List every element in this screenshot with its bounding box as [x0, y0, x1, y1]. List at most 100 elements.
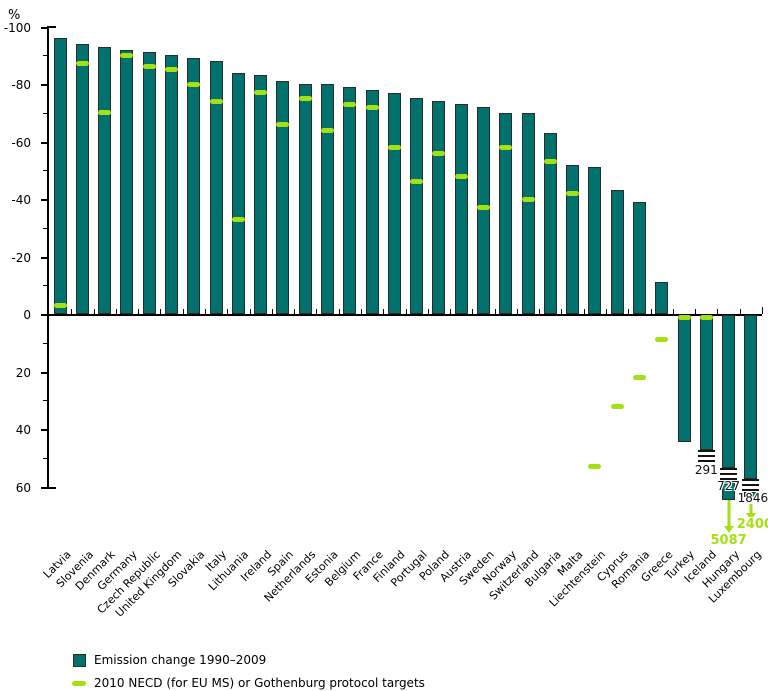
bar-value-label-iceland: 291 [694, 463, 718, 477]
target-marker-cyprus [610, 403, 624, 409]
x-tick-3 [115, 309, 117, 314]
bar-romania [632, 201, 646, 314]
target-marker-lithuania [231, 216, 245, 222]
bar-luxembourg [744, 315, 758, 479]
y-axis-line [47, 26, 49, 489]
target-label-hungary: 5087 [710, 533, 747, 548]
target-marker-czech-republic [142, 64, 156, 70]
target-marker-slovenia [75, 61, 89, 67]
bar-belgium [343, 86, 357, 314]
x-tick-8 [227, 309, 229, 314]
legend-label-emission-change: Emission change 1990–2009 [94, 653, 267, 667]
x-tick-5 [160, 309, 162, 314]
bar-bulgaria [543, 132, 557, 314]
target-marker-latvia [53, 302, 67, 308]
bar-turkey [677, 315, 691, 442]
target-arrow-hungary [727, 500, 731, 526]
target-marker-austria [454, 173, 468, 179]
y-minor-tick--10 [43, 285, 47, 287]
x-tick-25 [606, 309, 608, 314]
x-tick-28 [672, 309, 674, 314]
bar-spain [276, 81, 290, 314]
bar-finland [387, 92, 401, 314]
target-arrow-head-luxembourg [745, 513, 756, 520]
y-minor-tick-50 [43, 457, 47, 459]
y-tick--40 [41, 199, 47, 201]
plot-area: -100 -80 -60 -40 -20 0 20 40 60 Latvia Slovenia Den… [4, 21, 768, 620]
bar-value-label-hungary: 727 [717, 479, 741, 493]
target-marker-united-kingdom [165, 67, 179, 73]
bar-germany [120, 49, 134, 314]
y-minor-tick-30 [43, 400, 47, 402]
bar-series-swatch [73, 654, 86, 667]
target-marker-liechtenstein [588, 463, 602, 469]
x-tick-31 [739, 309, 741, 314]
target-marker-estonia [321, 127, 335, 133]
target-marker-belgium [343, 101, 357, 107]
target-series-swatch [72, 681, 86, 686]
target-marker-denmark [98, 110, 112, 116]
y-tick-label--60: -60 [11, 135, 31, 150]
bar-austria [454, 104, 468, 314]
x-tick-18 [450, 309, 452, 314]
y-axis-top-cap [49, 26, 56, 28]
x-tick-9 [249, 309, 251, 314]
y-minor-tick--70 [43, 112, 47, 114]
target-marker-germany [120, 52, 134, 58]
y-tick-label-20: 20 [15, 365, 31, 380]
target-marker-norway [499, 144, 513, 150]
x-tick-23 [561, 309, 563, 314]
target-marker-spain [276, 121, 290, 127]
y-tick-40 [41, 429, 47, 431]
bar-slovakia [187, 58, 201, 314]
y-minor-tick--90 [43, 55, 47, 57]
x-tick-27 [650, 309, 652, 314]
bar-czech-republic [142, 52, 156, 314]
y-tick--100 [41, 26, 47, 29]
x-tick-17 [427, 309, 429, 314]
bar-value-label-luxembourg: 1846 [737, 491, 768, 505]
target-marker-poland [432, 150, 446, 156]
y-tick-0 [41, 314, 47, 316]
bar-ireland [254, 75, 268, 314]
bar-united-kingdom [165, 55, 179, 314]
y-tick--60 [41, 141, 47, 144]
bar-poland [432, 101, 446, 314]
target-marker-france [365, 104, 379, 110]
y-tick-60 [41, 486, 47, 489]
legend-label-targets: 2010 NECD (for EU MS) or Gothenburg prot… [94, 676, 425, 690]
bar-france [365, 89, 379, 314]
y-axis-unit-label: % [8, 8, 21, 23]
x-tick-22 [539, 309, 541, 314]
x-tick-11 [294, 309, 296, 314]
bar-stub-luxembourg [744, 492, 758, 497]
target-label-luxembourg: 2400 [736, 517, 768, 532]
y-tick-label--20: -20 [11, 250, 31, 265]
target-marker-netherlands [298, 95, 312, 101]
x-tick-1 [71, 309, 73, 314]
y-tick-20 [41, 371, 47, 374]
y-tick-label--80: -80 [11, 78, 31, 92]
x-tick-20 [494, 309, 496, 314]
x-tick-29 [695, 309, 697, 314]
target-marker-malta [566, 190, 580, 196]
bar-sweden [476, 107, 490, 314]
y-tick--80 [41, 84, 47, 86]
x-tick-26 [628, 309, 630, 314]
bar-break-luxembourg [742, 479, 760, 492]
target-marker-slovakia [187, 81, 201, 87]
target-marker-ireland [254, 90, 268, 96]
bar-estonia [321, 84, 335, 314]
x-tick-10 [271, 309, 273, 314]
target-marker-romania [632, 374, 646, 380]
target-marker-bulgaria [543, 159, 557, 165]
bar-norway [499, 112, 513, 314]
y-tick--20 [41, 256, 47, 259]
bar-hungary [722, 315, 736, 468]
x-tick-21 [516, 309, 518, 314]
target-marker-switzerland [521, 196, 535, 202]
x-tick-15 [383, 309, 385, 314]
bar-portugal [410, 98, 424, 314]
bar-break-iceland [697, 450, 715, 463]
target-marker-portugal [410, 179, 424, 185]
